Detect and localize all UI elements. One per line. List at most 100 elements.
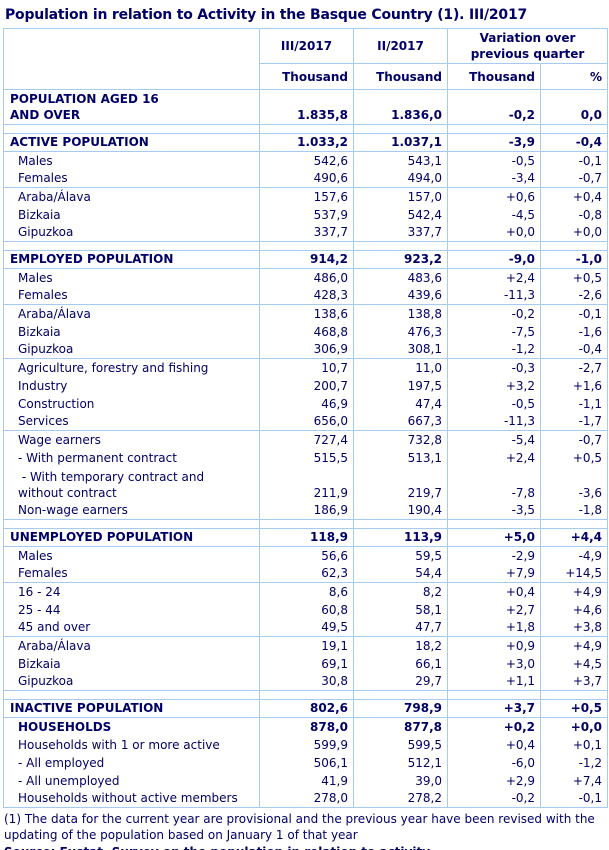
value-cell: -0,7 xyxy=(539,430,609,449)
row-label: 16 - 24 xyxy=(3,582,260,601)
table-row: Females 428,3 439,6 -11,3 -2,6 xyxy=(3,286,609,305)
table-row: Industry 200,7 197,5 +3,2 +1,6 xyxy=(3,376,609,395)
row-label: Araba/Álava xyxy=(3,304,260,323)
value-cell: 197,5 xyxy=(353,376,448,395)
row-label: INACTIVE POPULATION xyxy=(3,699,260,718)
spacer-cell xyxy=(259,690,354,700)
value-cell: 506,1 xyxy=(259,753,354,772)
table-row: Bizkaia 537,9 542,4 -4,5 -0,8 xyxy=(3,205,609,224)
row-label: Households without active members xyxy=(3,789,260,808)
value-cell: +4,9 xyxy=(539,636,609,655)
value-cell: 476,3 xyxy=(353,322,448,341)
row-label: Gipuzkoa xyxy=(3,672,260,691)
spacer-cell xyxy=(353,241,448,251)
spacer-cell xyxy=(3,124,260,134)
value-cell: 69,1 xyxy=(259,654,354,673)
spacer-cell xyxy=(3,519,260,529)
spacer-cell xyxy=(447,519,541,529)
row-label: Females xyxy=(3,286,260,305)
value-cell: -0,5 xyxy=(447,394,541,413)
value-cell: -2,9 xyxy=(447,546,541,565)
table-row: POPULATION AGED 16 AND OVER 1.835,8 1.836,… xyxy=(3,89,609,125)
value-cell: +2,4 xyxy=(447,448,541,467)
spacer-cell xyxy=(447,241,541,251)
row-label: Construction xyxy=(3,394,260,413)
row-label: Araba/Álava xyxy=(3,636,260,655)
value-cell: 486,0 xyxy=(259,268,354,287)
value-cell: 914,2 xyxy=(259,250,354,269)
value-cell: -2,6 xyxy=(539,286,609,305)
value-cell: 118,9 xyxy=(259,528,354,547)
row-label: - All employed xyxy=(3,753,260,772)
col-header-ii-2017: II/2017 xyxy=(353,28,448,64)
table-row: Construction 46,9 47,4 -0,5 -1,1 xyxy=(3,394,609,413)
unit-header-percent: % xyxy=(539,63,609,90)
value-cell: +5,0 xyxy=(447,528,541,547)
spacer-cell xyxy=(539,690,609,700)
value-cell: +0,1 xyxy=(539,735,609,754)
value-cell: 494,0 xyxy=(353,169,448,188)
value-cell: -7,8 xyxy=(447,466,541,502)
table-row: - With permanent contract 515,5 513,1 +2,4 +… xyxy=(3,448,609,467)
value-cell: -0,1 xyxy=(539,304,609,323)
row-label: HOUSEHOLDS xyxy=(3,717,260,736)
value-cell: 468,8 xyxy=(259,322,354,341)
value-cell: 113,9 xyxy=(353,528,448,547)
value-cell: -0,7 xyxy=(539,169,609,188)
row-label: Araba/Álava xyxy=(3,187,260,206)
value-cell: +0,9 xyxy=(447,636,541,655)
value-cell: 47,4 xyxy=(353,394,448,413)
value-cell: 877,8 xyxy=(353,717,448,736)
value-cell: -5,4 xyxy=(447,430,541,449)
value-cell: +1,8 xyxy=(447,618,541,637)
value-cell: -6,0 xyxy=(447,753,541,772)
value-cell: -4,5 xyxy=(447,205,541,224)
value-cell: 543,1 xyxy=(353,151,448,170)
value-cell: 542,4 xyxy=(353,205,448,224)
row-label: - With temporary contract and without co… xyxy=(3,466,260,502)
value-cell: +0,4 xyxy=(539,187,609,206)
value-cell: 56,6 xyxy=(259,546,354,565)
value-cell: -0,8 xyxy=(539,205,609,224)
value-cell: +14,5 xyxy=(539,564,609,583)
spacer-cell xyxy=(353,690,448,700)
value-cell: 308,1 xyxy=(353,340,448,359)
row-label: - All unemployed xyxy=(3,771,260,790)
spacer-cell xyxy=(447,690,541,700)
value-cell: -3,6 xyxy=(539,466,609,502)
row-label: Gipuzkoa xyxy=(3,223,260,242)
value-cell: +0,5 xyxy=(539,448,609,467)
value-cell: 41,9 xyxy=(259,771,354,790)
spacer-row xyxy=(3,690,609,700)
value-cell: -11,3 xyxy=(447,286,541,305)
spacer-cell xyxy=(3,241,260,251)
value-cell: -4,9 xyxy=(539,546,609,565)
value-cell: 599,9 xyxy=(259,735,354,754)
value-cell: -1,8 xyxy=(539,501,609,520)
value-cell: +0,2 xyxy=(447,717,541,736)
row-label: EMPLOYED POPULATION xyxy=(3,250,260,269)
row-label: Males xyxy=(3,268,260,287)
value-cell: 138,8 xyxy=(353,304,448,323)
value-cell: +0,0 xyxy=(447,223,541,242)
value-cell: +3,8 xyxy=(539,618,609,637)
table-row: Females 62,3 54,4 +7,9 +14,5 xyxy=(3,564,609,583)
value-cell: 515,5 xyxy=(259,448,354,467)
spacer-cell xyxy=(259,241,354,251)
table-row: Non-wage earners 186,9 190,4 -3,5 -1,8 xyxy=(3,501,609,520)
spacer-cell xyxy=(447,124,541,134)
row-label: Males xyxy=(3,151,260,170)
value-cell: 337,7 xyxy=(259,223,354,242)
table-row: UNEMPLOYED POPULATION 118,9 113,9 +5,0 +4,4 xyxy=(3,528,609,547)
value-cell: 19,1 xyxy=(259,636,354,655)
value-cell: 278,0 xyxy=(259,789,354,808)
row-label: Industry xyxy=(3,376,260,395)
value-cell: 798,9 xyxy=(353,699,448,718)
value-cell: 200,7 xyxy=(259,376,354,395)
value-cell: 1.836,0 xyxy=(353,89,448,125)
row-label: Females xyxy=(3,564,260,583)
value-cell: -0,1 xyxy=(539,151,609,170)
row-label: Bizkaia xyxy=(3,654,260,673)
table-row: Araba/Álava 157,6 157,0 +0,6 +0,4 xyxy=(3,187,609,206)
value-cell: -1,6 xyxy=(539,322,609,341)
